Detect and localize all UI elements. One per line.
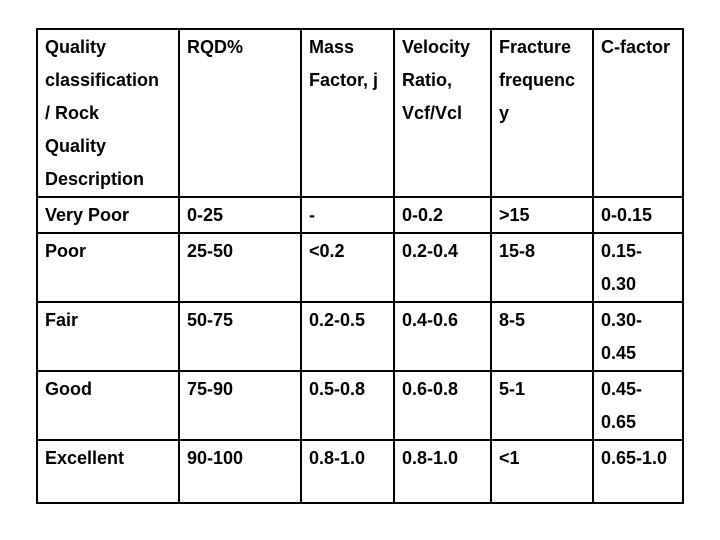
table-cell: 0-25: [178, 196, 302, 234]
table-cell: -: [300, 196, 395, 234]
table-cell: 0.5-0.8: [300, 370, 395, 441]
table-cell: 75-90: [178, 370, 302, 441]
table-cell: 0.2-0.4: [393, 232, 492, 303]
table-cell: 15-8: [490, 232, 594, 303]
row-label: Very Poor: [36, 196, 180, 234]
table-cell: 90-100: [178, 439, 302, 504]
row-label: Excellent: [36, 439, 180, 504]
table-cell: 0.2-0.5: [300, 301, 395, 372]
table-cell: 0.65-1.0: [592, 439, 684, 504]
table-cell: 8-5: [490, 301, 594, 372]
column-header-mass-factor: Mass Factor, j: [300, 28, 395, 198]
table-row-excellent: Excellent 90-100 0.8-1.0 0.8-1.0 <1 0.65…: [36, 439, 684, 504]
header-row: Quality classification / Rock Quality De…: [36, 28, 684, 198]
row-label: Good: [36, 370, 180, 441]
table-cell: 50-75: [178, 301, 302, 372]
table-cell: 0.6-0.8: [393, 370, 492, 441]
table-cell: 0.8-1.0: [300, 439, 395, 504]
table-cell: 0.15- 0.30: [592, 232, 684, 303]
table-cell: 0-0.15: [592, 196, 684, 234]
row-label: Poor: [36, 232, 180, 303]
table-cell: 0.8-1.0: [393, 439, 492, 504]
column-header-fracture-frequency: Fracture frequenc y: [490, 28, 594, 198]
row-label: Fair: [36, 301, 180, 372]
table-cell: >15: [490, 196, 594, 234]
table-cell: 5-1: [490, 370, 594, 441]
table-cell: 0-0.2: [393, 196, 492, 234]
column-header-velocity-ratio: Velocity Ratio, Vcf/Vcl: [393, 28, 492, 198]
table-row-good: Good 75-90 0.5-0.8 0.6-0.8 5-1 0.45- 0.6…: [36, 370, 684, 441]
table-cell: <1: [490, 439, 594, 504]
column-header-quality-classification: Quality classification / Rock Quality De…: [36, 28, 180, 198]
column-header-rqd: RQD%: [178, 28, 302, 198]
table-row-poor: Poor 25-50 <0.2 0.2-0.4 15-8 0.15- 0.30: [36, 232, 684, 303]
table-cell: 25-50: [178, 232, 302, 303]
table-cell: 0.45- 0.65: [592, 370, 684, 441]
table-cell: 0.4-0.6: [393, 301, 492, 372]
table-cell: <0.2: [300, 232, 395, 303]
table-row-fair: Fair 50-75 0.2-0.5 0.4-0.6 8-5 0.30- 0.4…: [36, 301, 684, 372]
rock-quality-table: Quality classification / Rock Quality De…: [36, 28, 684, 504]
table-row-very-poor: Very Poor 0-25 - 0-0.2 >15 0-0.15: [36, 196, 684, 234]
column-header-c-factor: C-factor: [592, 28, 684, 198]
table-cell: 0.30- 0.45: [592, 301, 684, 372]
